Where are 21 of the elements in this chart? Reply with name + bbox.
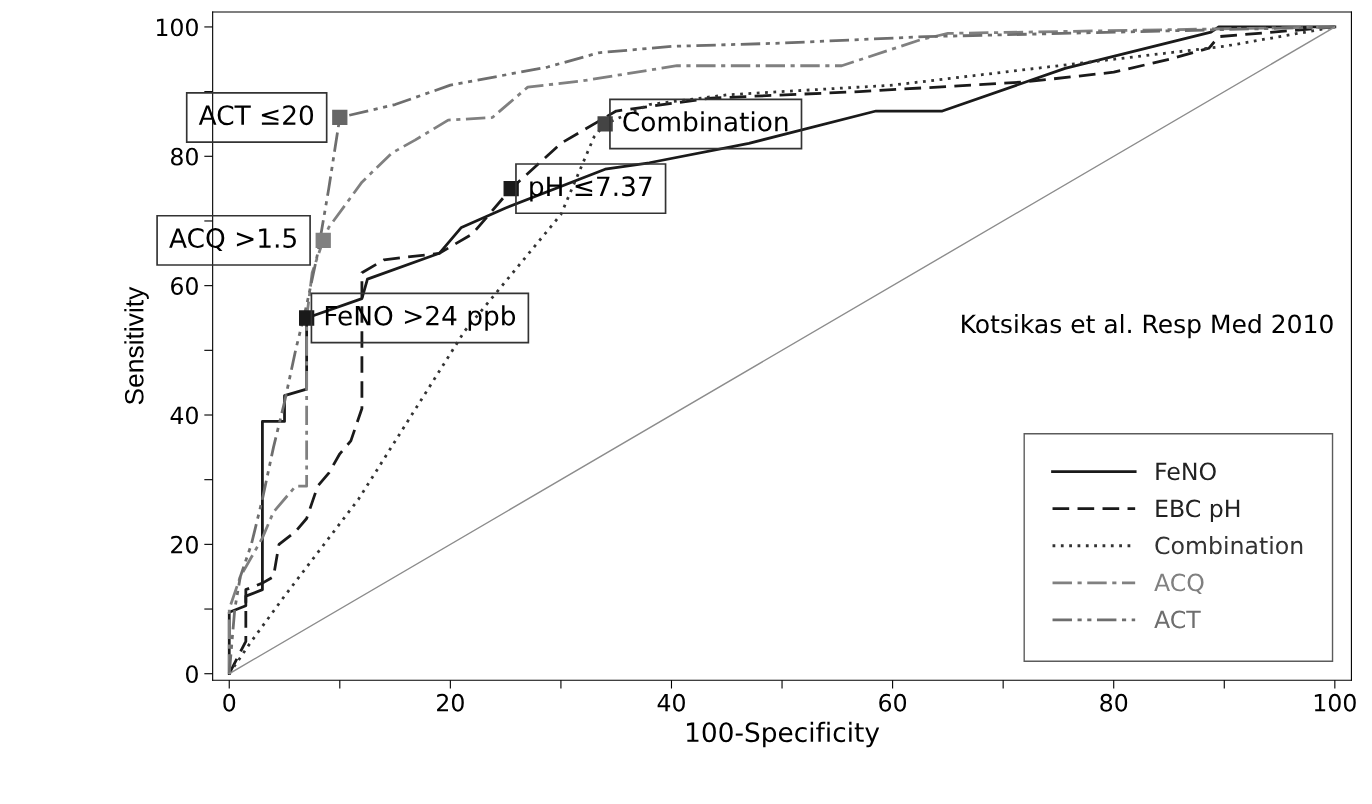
x-tick-label: 60 bbox=[879, 693, 907, 712]
y-tick-label: 80 bbox=[171, 147, 198, 166]
legend-label: ACT bbox=[1154, 610, 1201, 629]
x-tick-label: 100 bbox=[1314, 693, 1356, 712]
x-tick-label: 40 bbox=[657, 693, 685, 712]
legend-label: EBC pH bbox=[1156, 499, 1240, 522]
annotation: Combination bbox=[623, 111, 788, 132]
y-tick-label: 60 bbox=[171, 277, 198, 295]
y-axis-title: Sensitivity bbox=[124, 286, 149, 405]
y-tick-label: 0 bbox=[186, 665, 198, 684]
y-tick-label: 20 bbox=[171, 535, 198, 554]
legend-label: FeNO bbox=[1156, 462, 1216, 481]
x-tick-label: 20 bbox=[437, 693, 464, 712]
annotation: Kotsikas et al. Resp Med 2010 bbox=[962, 313, 1333, 339]
x-tick-label: 0 bbox=[223, 693, 236, 712]
x-axis-title: 100-Specificity bbox=[686, 721, 880, 748]
legend-label: ACQ bbox=[1154, 573, 1204, 595]
y-tick-label: 40 bbox=[170, 406, 198, 425]
y-tick-label: 100 bbox=[156, 18, 198, 37]
x-tick-label: 80 bbox=[1100, 693, 1128, 712]
legend-label: Combination bbox=[1155, 536, 1303, 555]
